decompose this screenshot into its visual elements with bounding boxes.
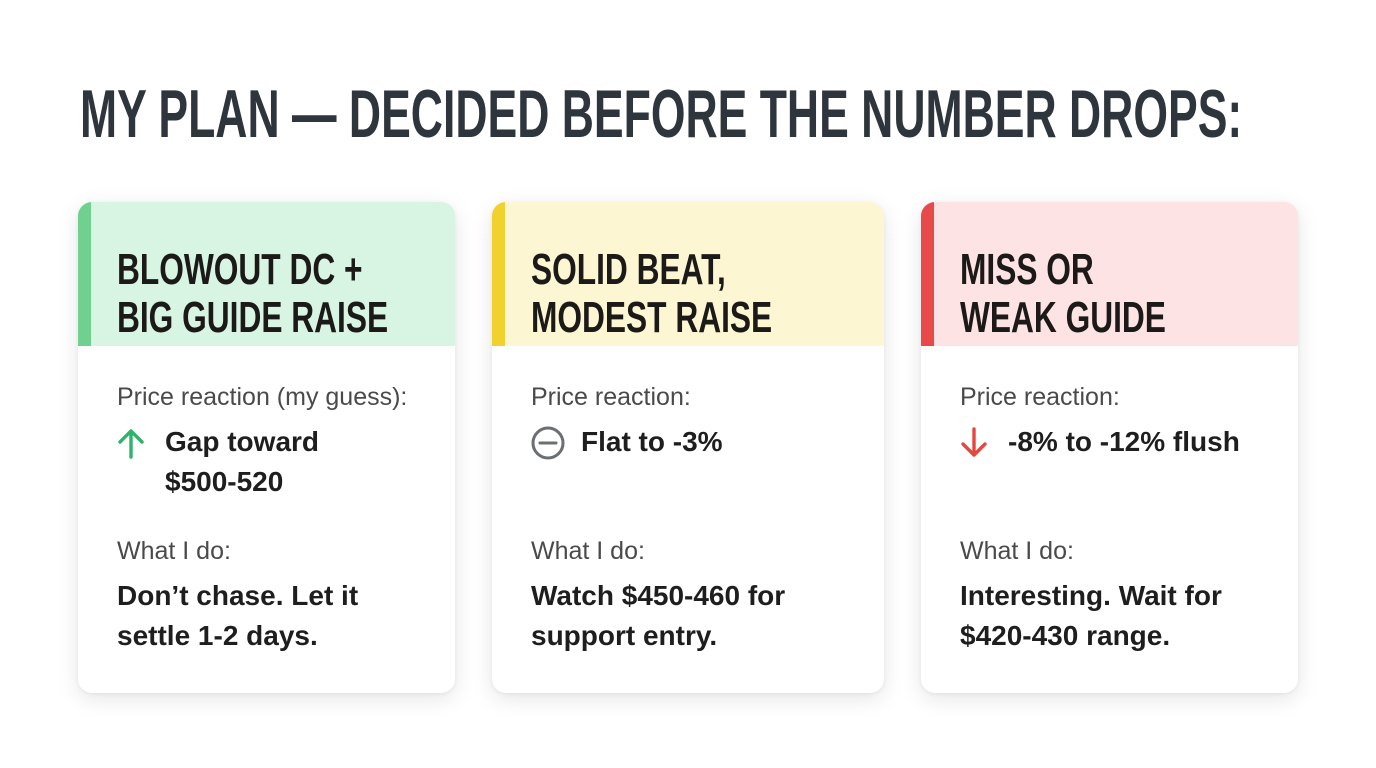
- reaction-label: Price reaction:: [531, 383, 691, 411]
- card-heading: BIG GUIDE RAISE: [117, 293, 389, 342]
- page-title: MY PLAN — DECIDED BEFORE THE NUMBER DROP…: [80, 76, 1243, 152]
- plan-card: SOLID BEAT, MODEST RAISE Price reaction: Fl…: [492, 202, 884, 693]
- card-heading: BLOWOUT DC +: [117, 245, 363, 294]
- action-label: What I do:: [960, 537, 1074, 565]
- reaction-icon: [530, 426, 566, 466]
- reaction-label: Price reaction (my guess):: [117, 383, 408, 411]
- action-text: settle 1-2 days.: [117, 620, 318, 651]
- card-heading: WEAK GUIDE: [960, 293, 1166, 342]
- card-heading: SOLID BEAT,: [531, 245, 726, 294]
- action-text: Interesting. Wait for: [960, 580, 1222, 611]
- action-text: Don’t chase. Let it: [117, 580, 359, 611]
- reaction-text: $500-520: [165, 466, 284, 497]
- card-heading: MODEST RAISE: [531, 293, 773, 342]
- card-header: [492, 202, 884, 346]
- reaction-text: Flat to -3%: [581, 426, 723, 457]
- accent-bar: [492, 202, 505, 346]
- action-text: support entry.: [531, 620, 718, 651]
- icon: [531, 426, 565, 460]
- reaction-label: Price reaction:: [960, 383, 1120, 411]
- action-text: $420-430 range.: [960, 620, 1171, 651]
- plan-card: MISS OR WEAK GUIDE Price reaction: -8% to -…: [921, 202, 1298, 693]
- card-header: [78, 202, 455, 346]
- reaction-text: Gap toward: [165, 426, 320, 457]
- icon: [118, 429, 144, 459]
- icon: [961, 427, 987, 457]
- reaction-icon: [116, 426, 146, 465]
- card-heading: MISS OR: [960, 245, 1094, 294]
- reaction-icon: [959, 426, 989, 465]
- accent-bar: [78, 202, 91, 346]
- reaction-text: -8% to -12% flush: [1008, 426, 1240, 457]
- action-text: Watch $450-460 for: [531, 580, 786, 611]
- action-label: What I do:: [531, 537, 645, 565]
- plan-card: BLOWOUT DC + BIG GUIDE RAISE Price reactio…: [78, 202, 455, 693]
- action-label: What I do:: [117, 537, 231, 565]
- accent-bar: [921, 202, 934, 346]
- card-header: [921, 202, 1298, 346]
